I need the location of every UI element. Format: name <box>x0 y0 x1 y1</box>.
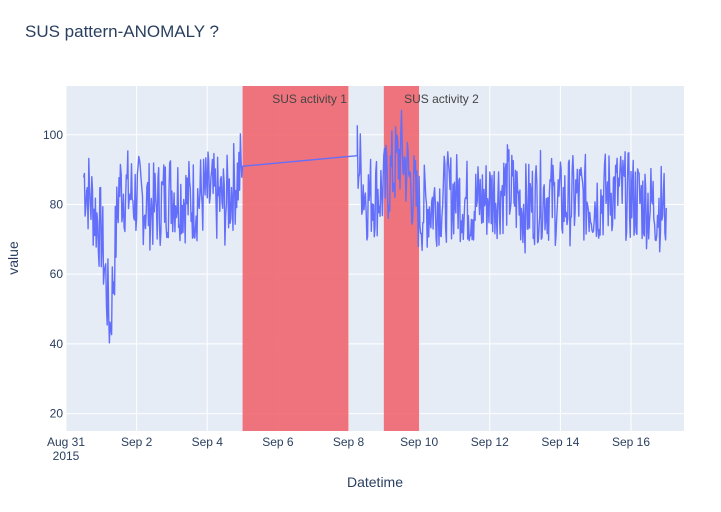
x-tick-label: Sep 10 <box>400 435 438 449</box>
x-tick-sublabel: 2015 <box>53 449 80 463</box>
y-tick-label: 20 <box>50 407 64 421</box>
chart-title: SUS pattern-ANOMALY ? <box>25 22 219 41</box>
region-labels: SUS activity 1 SUS activity 2 <box>272 92 479 106</box>
region-label: SUS activity 1 <box>272 92 347 106</box>
x-tick-label: Aug 31 <box>47 435 85 449</box>
shaded-region <box>242 86 349 431</box>
y-tick-label: 40 <box>50 337 64 351</box>
y-axis-label: value <box>5 241 21 275</box>
y-axis-ticks: 20 40 60 80 100 <box>43 128 63 421</box>
x-tick-label: Sep 2 <box>121 435 153 449</box>
series-layer <box>83 109 667 344</box>
y-tick-label: 60 <box>50 267 64 281</box>
x-tick-label: Sep 12 <box>471 435 509 449</box>
y-tick-label: 80 <box>50 197 64 211</box>
x-tick-label: Sep 16 <box>612 435 650 449</box>
plot-area <box>66 86 684 431</box>
x-tick-label: Sep 4 <box>192 435 224 449</box>
series-line <box>83 109 667 344</box>
region-label: SUS activity 2 <box>404 92 479 106</box>
x-tick-label: Sep 6 <box>262 435 294 449</box>
x-tick-label: Sep 8 <box>333 435 365 449</box>
x-tick-label: Sep 14 <box>541 435 579 449</box>
y-tick-label: 100 <box>43 128 63 142</box>
x-axis-label: Datetime <box>347 474 403 490</box>
